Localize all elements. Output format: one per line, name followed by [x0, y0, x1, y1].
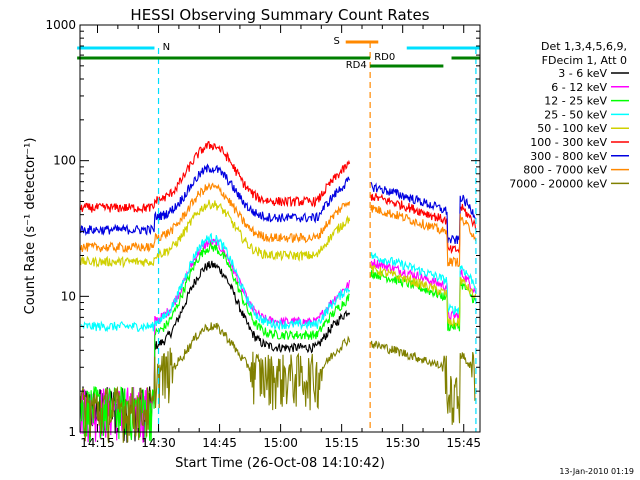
chart-title: HESSI Observing Summary Count Rates: [130, 6, 429, 24]
footer-timestamp: 13-Jan-2010 01:19: [559, 467, 634, 476]
legend-label-5: 100 - 300 keV: [530, 136, 607, 149]
series-line-3: [80, 232, 477, 333]
y-tick-label: 1000: [45, 18, 76, 32]
series-line-4: [80, 199, 477, 329]
legend-label-0: 3 - 6 keV: [558, 67, 607, 80]
series-line-6: [80, 163, 476, 245]
x-tick-label: 15:45: [446, 436, 481, 450]
x-tick-label: 15:15: [324, 436, 359, 450]
series-line-8: [80, 322, 476, 444]
flag-label-s: S: [334, 36, 340, 47]
legend-label-6: 300 - 800 keV: [530, 150, 607, 163]
x-tick-label: 15:30: [385, 436, 420, 450]
y-tick-label: 1: [68, 425, 76, 439]
flag-markers: N S RD0 RD4: [77, 36, 480, 432]
y-tick-label: 100: [53, 154, 76, 168]
x-tick-label: 15:00: [263, 436, 298, 450]
legend-label-3: 25 - 50 keV: [544, 108, 607, 121]
legend-label-4: 50 - 100 keV: [537, 122, 607, 135]
legend-label-7: 800 - 7000 keV: [523, 164, 607, 177]
x-tick-label: 14:30: [141, 436, 176, 450]
y-tick-label: 10: [61, 289, 76, 303]
flag-label-rd0: RD0: [374, 52, 395, 63]
series-line-2: [80, 241, 477, 443]
legend-label-2: 12 - 25 keV: [544, 95, 607, 108]
plot-frame: [79, 24, 481, 433]
flag-label-n: N: [163, 42, 170, 53]
legend-label-8: 7000 - 20000 keV: [509, 177, 607, 190]
legend-header-line: Det 1,3,4,5,6,9,: [541, 40, 627, 53]
flag-label-rd4: RD4: [346, 60, 367, 71]
legend-label-1: 6 - 12 keV: [551, 81, 607, 94]
x-axis-label: Start Time (26-Oct-08 14:10:42): [175, 456, 385, 471]
series-line-7: [80, 182, 477, 267]
axes: 14:15 14:30 14:45 15:00 15:15 15:30 15:45 1 10 10…: [45, 18, 481, 450]
x-tick-label: 14:15: [80, 436, 115, 450]
y-axis-label: Count Rate (s⁻¹ detector⁻¹): [23, 138, 38, 315]
legend-header-line: FDecim 1, Att 0: [542, 54, 627, 67]
plot-area: N S RD0 RD4: [77, 36, 480, 444]
legend: Det 1,3,4,5,6,9,FDecim 1, Att 03 - 6 keV…: [509, 40, 629, 190]
x-tick-label: 14:45: [202, 436, 237, 450]
series-line-5: [80, 140, 477, 255]
